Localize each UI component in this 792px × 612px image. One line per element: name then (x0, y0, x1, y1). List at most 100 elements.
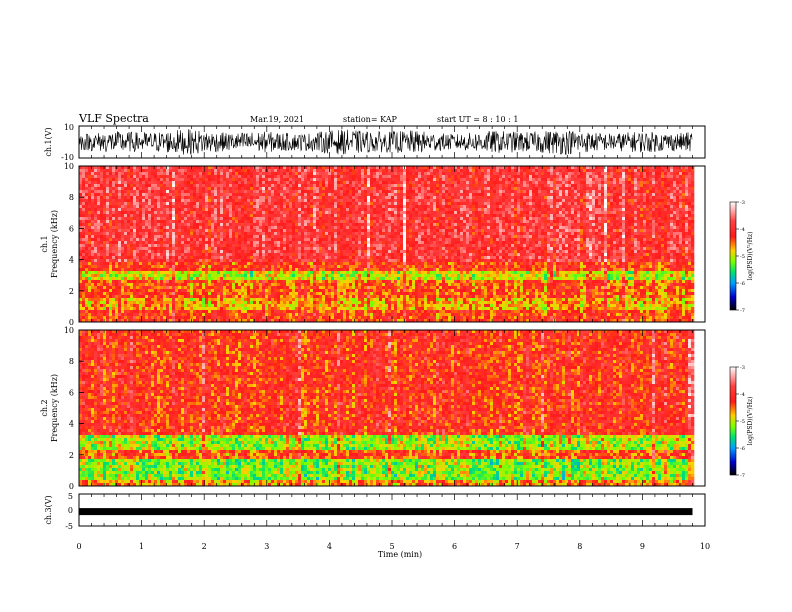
spectrogram-cell (601, 217, 605, 221)
spectrogram-cell (526, 175, 530, 179)
spectrogram-cell (190, 214, 194, 218)
spectrogram-cell (607, 166, 611, 170)
spectrogram-cell (382, 175, 386, 179)
spectrogram-cell (430, 184, 434, 188)
spectrogram-cell (265, 223, 269, 227)
spectrogram-cell (535, 205, 539, 209)
spectrogram-cell (535, 172, 539, 176)
spectrogram-cell (289, 169, 293, 173)
spectrogram-cell (571, 196, 575, 200)
spectrogram-cell (124, 238, 128, 242)
spectrogram-cell (112, 235, 116, 239)
spectrogram-cell (619, 175, 623, 179)
spectrogram-cell (403, 172, 407, 176)
spectrogram-cell (256, 202, 260, 206)
spectrogram-cell (310, 223, 314, 227)
spectrogram-cell (307, 196, 311, 200)
spectrogram-cell (166, 208, 170, 212)
spectrogram-cell (79, 229, 83, 233)
spectrogram-cell (364, 214, 368, 218)
spectrogram-cell (490, 178, 494, 182)
spectrogram-cell (181, 223, 185, 227)
spectrogram-cell (400, 229, 404, 233)
spectrogram-cell (229, 232, 233, 236)
spectrogram-cell (496, 223, 500, 227)
spectrogram-cell (505, 172, 509, 176)
spectrogram-cell (205, 169, 209, 173)
spectrogram-cell (322, 187, 326, 191)
spectrogram-cell (634, 229, 638, 233)
spectrogram-cell (157, 226, 161, 230)
spectrogram-cell (310, 193, 314, 197)
spectrogram-cell (295, 175, 299, 179)
spectrogram-cell (145, 181, 149, 185)
spectrogram-cell (118, 211, 122, 215)
spectrogram-cell (205, 190, 209, 194)
spectrogram-cell (277, 220, 281, 224)
spectrogram-cell (673, 217, 677, 221)
spectrogram-cell (373, 220, 377, 224)
spectrogram-cell (571, 208, 575, 212)
spectrogram-cell (262, 217, 266, 221)
spectrogram-cell (169, 199, 173, 203)
spectrogram-cell (280, 199, 284, 203)
spectrogram-cell (187, 184, 191, 188)
spectrogram-cell (136, 226, 140, 230)
spectrogram-cell (337, 220, 341, 224)
spectrogram-cell (682, 181, 686, 185)
spectrogram-cell (685, 217, 689, 221)
spectrogram-cell (322, 205, 326, 209)
spectrogram-cell (301, 208, 305, 212)
spectrogram-cell (643, 175, 647, 179)
spectrogram-cell (220, 187, 224, 191)
spectrogram-cell (97, 172, 101, 176)
spectrogram-cell (253, 232, 257, 236)
spectrogram-cell (481, 211, 485, 215)
spectrogram-cell (79, 166, 83, 170)
spectrogram-cell (187, 193, 191, 197)
spectrogram-cell (649, 196, 653, 200)
spectrogram-cell (484, 232, 488, 236)
spectrogram-cell (358, 226, 362, 230)
spectrogram-cell (169, 235, 173, 239)
spectrogram-cell (466, 229, 470, 233)
spectrogram-cell (679, 178, 683, 182)
spectrogram-cell (475, 232, 479, 236)
spectrogram-cell (223, 220, 227, 224)
spectrogram-cell (544, 229, 548, 233)
spectrogram-cell (490, 229, 494, 233)
spectrogram-cell (589, 229, 593, 233)
spectrogram-cell (577, 196, 581, 200)
spectrogram-cell (103, 211, 107, 215)
spectrogram-cell (511, 232, 515, 236)
spectrogram-cell (154, 175, 158, 179)
spectrogram-cell (190, 208, 194, 212)
spectrogram-cell (688, 199, 692, 203)
spectrogram-cell (103, 172, 107, 176)
spectrogram-cell (625, 211, 629, 215)
spectrogram-cell (523, 211, 527, 215)
spectrogram-cell (604, 235, 608, 239)
spectrogram-cell (514, 202, 518, 206)
spectrogram-cell (436, 229, 440, 233)
spectrogram-cell (319, 181, 323, 185)
spectrogram-cell (403, 235, 407, 239)
spectrogram-cell (82, 223, 86, 227)
spectrogram-cell (220, 205, 224, 209)
spectrogram-cell (166, 199, 170, 203)
spectrogram-cell (217, 232, 221, 236)
spectrogram-cell (286, 217, 290, 221)
spectrogram-cell (157, 211, 161, 215)
spectrogram-cell (154, 187, 158, 191)
spectrogram-cell (667, 172, 671, 176)
spectrogram-cell (457, 202, 461, 206)
spectrogram-cell (397, 220, 401, 224)
spectrogram-cell (535, 181, 539, 185)
spectrogram-cell (571, 175, 575, 179)
spectrogram-cell (295, 166, 299, 170)
spectrogram-cell (289, 172, 293, 176)
spectrogram-cell (283, 229, 287, 233)
spectrogram-cell (562, 202, 566, 206)
spectrogram-cell (556, 178, 560, 182)
spectrogram-cell (394, 232, 398, 236)
